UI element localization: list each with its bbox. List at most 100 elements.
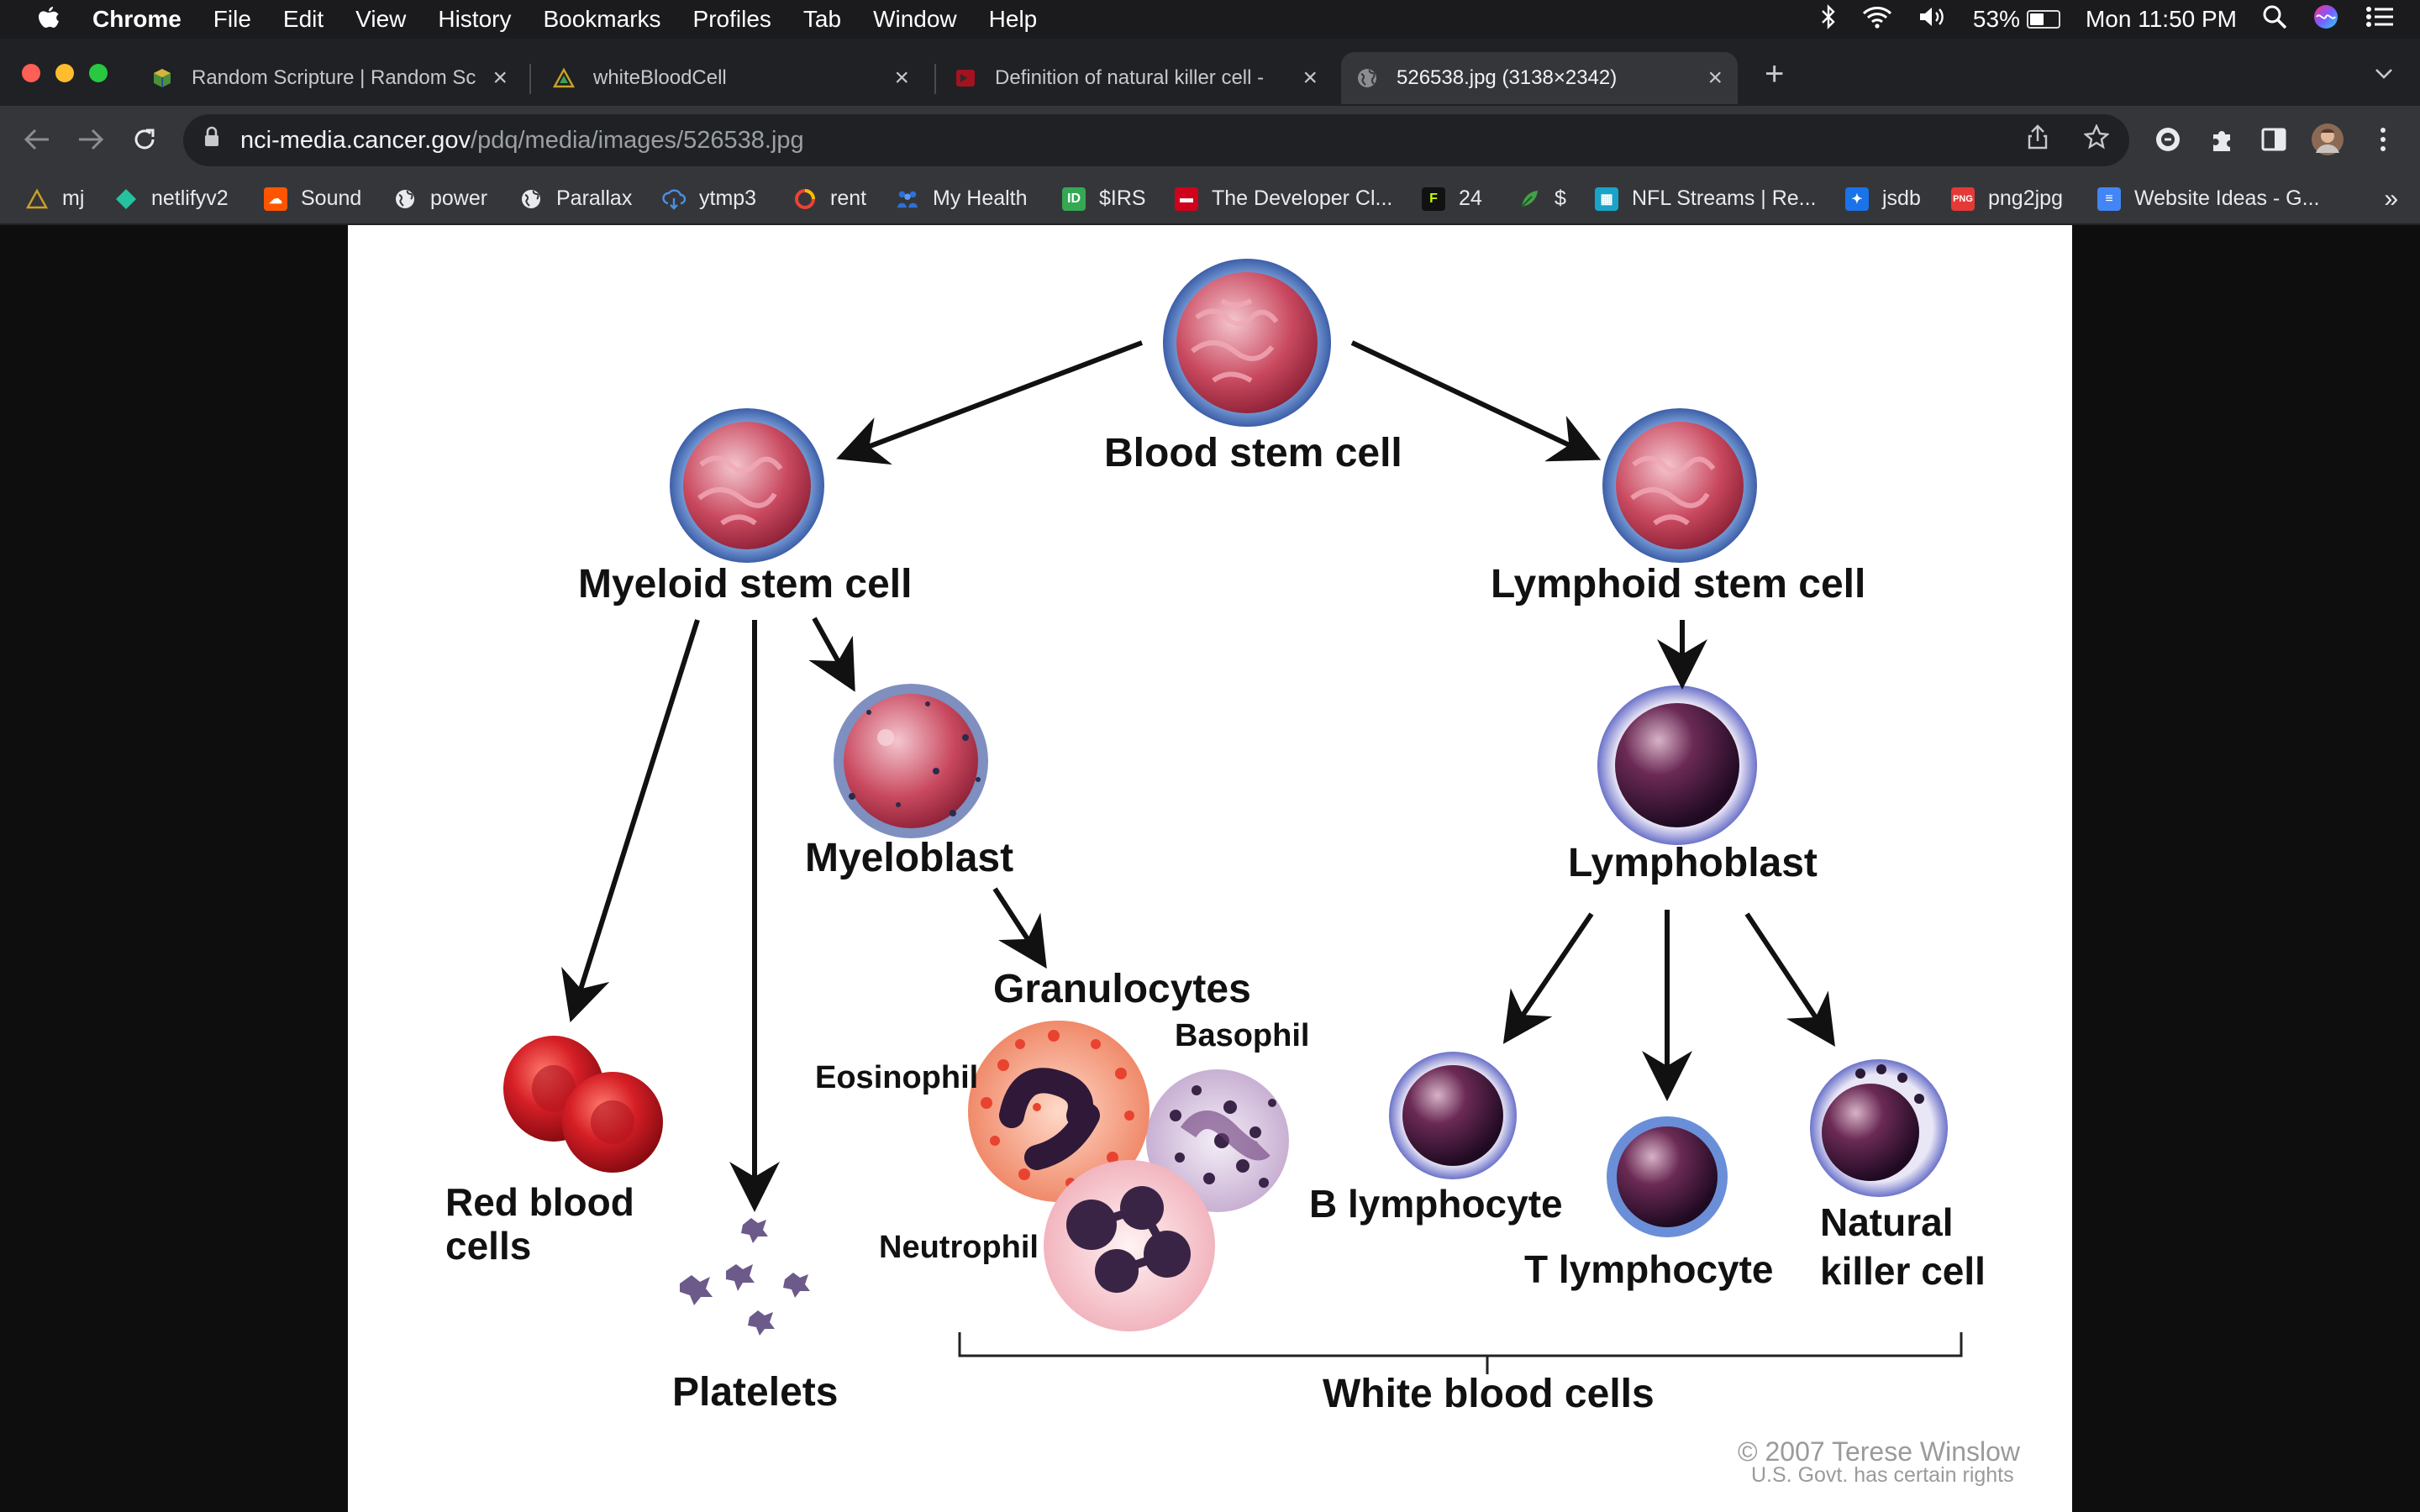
bookmark-item[interactable]: ✦ jsdb: [1845, 186, 1921, 211]
rights-text: U.S. Govt. has certain rights: [1751, 1463, 2014, 1487]
lock-icon[interactable]: [203, 126, 220, 155]
menu-profiles[interactable]: Profiles: [692, 6, 771, 32]
clock[interactable]: Mon 11:50 PM: [2085, 6, 2237, 32]
bookmark-label: Website Ideas - G...: [2134, 186, 2320, 210]
bookmark-item[interactable]: ≡ Website Ideas - G...: [2097, 186, 2319, 211]
siri-icon[interactable]: [2312, 3, 2339, 36]
bookmark-label: mj: [62, 186, 85, 210]
blood-cell-diagram-image[interactable]: Blood stem cell Myeloid stem cell Lympho…: [348, 225, 2072, 1512]
address-bar[interactable]: nci-media.cancer.gov/pdq/media/images/52…: [183, 114, 2129, 166]
bookmarks-bar: mj netlifyv2 ☁ Sound power Parallax ytmp3…: [0, 173, 2420, 225]
new-tab-plus-icon[interactable]: +: [1765, 55, 1785, 92]
tab-title: Random Scripture | Random Sc: [192, 66, 476, 89]
control-center-icon[interactable]: [2365, 5, 2395, 34]
bookmark-developer-icon: ▬: [1175, 186, 1198, 211]
menu-app-name[interactable]: Chrome: [92, 6, 182, 32]
back-arrow-icon[interactable]: [17, 119, 57, 160]
window-close-button[interactable]: [22, 64, 40, 82]
tab-random-scripture[interactable]: Random Scripture | Random Sc ×: [136, 52, 523, 104]
apple-menu-icon[interactable]: [32, 3, 66, 36]
eosinophil-graphic: [968, 1021, 1150, 1202]
bookmarks-overflow-chevron-icon[interactable]: »: [2384, 185, 2398, 213]
menu-view[interactable]: View: [355, 6, 407, 32]
label-b-lymphocyte: B lymphocyte: [1309, 1182, 1563, 1226]
tab-title: 526538.jpg (3138×2342): [1397, 66, 1618, 89]
bookmark-label: ytmp3: [699, 186, 757, 210]
browser-toolbar: nci-media.cancer.gov/pdq/media/images/52…: [0, 106, 2420, 173]
bookmark-label: $: [1555, 186, 1566, 210]
forward-arrow-icon[interactable]: [71, 119, 111, 160]
tab-close-icon[interactable]: ×: [492, 64, 508, 92]
natural-killer-cell-graphic: [1810, 1059, 1948, 1197]
label-natural-killer-line1: Natural: [1820, 1200, 1954, 1244]
bluetooth-icon[interactable]: [1820, 3, 1837, 35]
macos-menu-bar: Chrome File Edit View History Bookmarks …: [0, 0, 2420, 39]
side-panel-icon[interactable]: [2255, 121, 2292, 158]
chrome-menu-kebab-icon[interactable]: [2365, 121, 2402, 158]
bookmark-item[interactable]: ID $IRS: [1062, 186, 1146, 211]
bookmark-item[interactable]: ▦ NFL Streams | Re...: [1595, 186, 1817, 211]
lymphoblast-graphic: [1597, 685, 1757, 845]
profile-avatar[interactable]: [2309, 121, 2346, 158]
copyright-text: © 2007 Terese Winslow: [1738, 1436, 2021, 1467]
bookmark-item[interactable]: ▬ The Developer Cl...: [1175, 186, 1392, 211]
label-granulocytes: Granulocytes: [993, 967, 1251, 1011]
tab-search-chevron-down-icon[interactable]: [2374, 60, 2394, 87]
share-icon[interactable]: [2027, 124, 2049, 156]
window-zoom-button[interactable]: [89, 64, 108, 82]
bookmark-item[interactable]: netlifyv2: [114, 186, 229, 211]
tab-close-icon[interactable]: ×: [1707, 64, 1723, 92]
menu-file[interactable]: File: [213, 6, 251, 32]
bookmark-soundcloud-icon: ☁: [264, 186, 287, 211]
bookmark-item[interactable]: ytmp3: [662, 186, 756, 211]
tab-active-image[interactable]: 526538.jpg (3138×2342) ×: [1341, 52, 1738, 104]
label-platelets: Platelets: [672, 1370, 839, 1415]
bookmark-leaf-icon: [1518, 187, 1541, 211]
bookmark-label: power: [430, 186, 488, 210]
bookmark-item[interactable]: ☁ Sound: [264, 186, 361, 211]
bookmark-ring-icon: [793, 187, 817, 211]
menu-help[interactable]: Help: [988, 6, 1038, 32]
lymphoid-stem-cell-graphic: [1602, 408, 1757, 563]
bookmark-item[interactable]: Parallax: [519, 186, 632, 211]
battery-status[interactable]: 53%: [1973, 6, 2060, 33]
extensions-puzzle-icon[interactable]: [2203, 121, 2240, 158]
bookmark-item[interactable]: rent: [793, 186, 866, 211]
menu-window[interactable]: Window: [873, 6, 957, 32]
tab-natural-killer-definition[interactable]: Definition of natural killer cell - ×: [939, 52, 1333, 104]
bookmark-item[interactable]: PNG png2jpg: [1951, 186, 2063, 211]
tab-close-icon[interactable]: ×: [894, 64, 909, 92]
label-t-lymphocyte: T lymphocyte: [1524, 1247, 1774, 1291]
window-minimize-button[interactable]: [55, 64, 74, 82]
bookmark-diamond-icon: [114, 187, 138, 211]
bookmark-item[interactable]: $: [1518, 186, 1566, 211]
b-lymphocyte-graphic: [1389, 1052, 1517, 1179]
menu-history[interactable]: History: [438, 6, 512, 32]
volume-icon[interactable]: [1918, 5, 1948, 34]
bookmark-item[interactable]: mj: [25, 186, 84, 211]
menu-edit[interactable]: Edit: [282, 6, 324, 32]
wifi-icon[interactable]: [1862, 5, 1892, 34]
reload-icon[interactable]: [124, 119, 165, 160]
menu-tab[interactable]: Tab: [802, 6, 842, 32]
blood-stem-cell-graphic: [1163, 259, 1331, 427]
extension-ublock-icon[interactable]: [2149, 121, 2186, 158]
t-lymphocyte-graphic: [1607, 1116, 1728, 1237]
bookmark-label: Parallax: [556, 186, 633, 210]
tab-close-icon[interactable]: ×: [1302, 64, 1318, 92]
spotlight-search-icon[interactable]: [2262, 4, 2287, 35]
bookmark-star-icon[interactable]: [2083, 123, 2110, 156]
url-path: /pdq/media/images/526538.jpg: [471, 126, 804, 154]
white-blood-cells-bracket: [958, 1332, 1963, 1374]
bookmark-label: The Developer Cl...: [1212, 186, 1393, 210]
bookmark-item[interactable]: My Health: [896, 186, 1028, 211]
bookmark-item[interactable]: F 24: [1422, 186, 1482, 211]
label-blood-stem-cell: Blood stem cell: [1104, 431, 1402, 475]
bookmark-item[interactable]: power: [393, 186, 487, 211]
page-viewport: Blood stem cell Myeloid stem cell Lympho…: [0, 225, 2420, 1512]
red-blood-cells-graphic: [503, 1036, 663, 1173]
platelets-graphic: [680, 1218, 810, 1336]
lineage-arrows: [561, 340, 1835, 1212]
menu-bookmarks[interactable]: Bookmarks: [543, 6, 661, 32]
tab-white-blood-cell[interactable]: whiteBloodCell ×: [538, 52, 924, 104]
